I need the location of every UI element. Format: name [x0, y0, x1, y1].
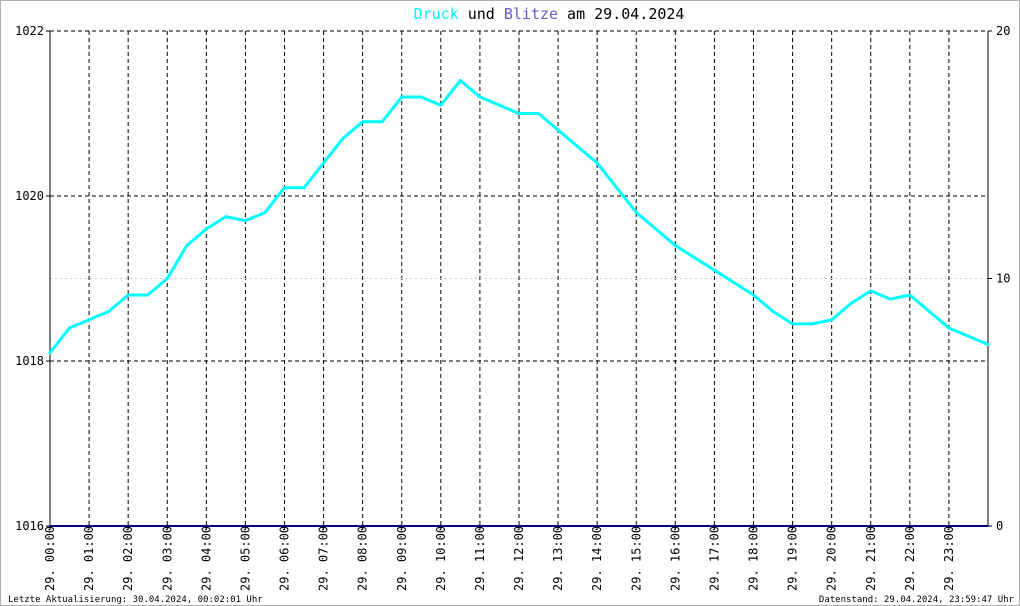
point-druck [810, 322, 814, 326]
chart-title: Druck und Blitze am 29.04.2024 [414, 5, 685, 23]
x-tick-label: 29. 18:00 [747, 526, 761, 591]
point-druck [830, 318, 834, 322]
point-druck [791, 322, 795, 326]
point-druck [283, 186, 286, 190]
x-tick-label: 29. 16:00 [668, 526, 682, 591]
x-tick-label: 29. 13:00 [551, 526, 565, 591]
point-druck [966, 334, 970, 338]
title-date: am 29.04.2024 [558, 5, 684, 23]
y-right-tick-label: 0 [996, 519, 1003, 533]
x-tick-label: 29. 21:00 [864, 526, 878, 591]
point-druck [48, 351, 52, 355]
point-druck [869, 289, 873, 293]
x-tick-label: 29. 00:00 [43, 526, 57, 591]
x-tick-label: 29. 08:00 [356, 526, 370, 591]
x-tick-label: 29. 22:00 [903, 526, 917, 591]
series-layer [48, 79, 990, 527]
x-tick-label: 29. 15:00 [629, 526, 643, 591]
y-left-tick-label: 1016 [15, 519, 44, 533]
point-druck [126, 293, 130, 297]
x-tick-label: 29. 10:00 [434, 526, 448, 591]
point-druck [693, 256, 697, 260]
point-druck [927, 310, 931, 313]
point-druck [107, 310, 111, 313]
point-druck [243, 219, 247, 223]
x-tick-label: 29. 05:00 [238, 526, 252, 591]
title-blitze: Blitze [504, 5, 558, 23]
point-druck [712, 268, 716, 272]
x-tick-label: 29. 20:00 [825, 526, 839, 591]
footer-last-update: Letzte Aktualisierung: 30.04.2024, 00:02… [8, 595, 263, 605]
title-druck: Druck [414, 5, 459, 23]
point-druck [771, 310, 775, 313]
point-druck [517, 112, 521, 115]
axes [46, 30, 992, 530]
point-druck [888, 297, 892, 301]
x-tick-label: 29. 12:00 [512, 526, 526, 591]
y-right-tick-label: 10 [996, 272, 1010, 286]
point-druck [556, 128, 560, 132]
point-druck [654, 227, 658, 231]
footer-data-status: Datenstand: 29.04.2024, 23:59:47 Uhr [819, 595, 1015, 605]
point-druck [419, 95, 423, 99]
y-right-tick-label: 20 [996, 24, 1010, 38]
point-druck [576, 145, 580, 148]
title-und: und [459, 5, 504, 23]
x-tick-label: 29. 09:00 [395, 526, 409, 591]
x-tick-label: 29. 07:00 [317, 526, 331, 591]
point-druck [146, 293, 150, 297]
point-druck [849, 301, 853, 305]
x-tick-label: 29. 19:00 [786, 526, 800, 591]
y-left-tick-label: 1022 [15, 24, 44, 38]
point-druck [497, 103, 501, 107]
point-druck [986, 343, 990, 346]
x-tick-label: 29. 04:00 [199, 526, 213, 591]
point-druck [400, 95, 404, 99]
point-druck [68, 326, 72, 330]
point-druck [302, 186, 306, 190]
point-druck [361, 120, 365, 124]
point-druck [732, 281, 736, 285]
point-druck [752, 293, 755, 297]
point-druck [322, 161, 326, 165]
point-druck [439, 103, 443, 107]
point-druck [947, 326, 951, 330]
point-druck [380, 120, 384, 124]
y-left-tick-label: 1020 [15, 189, 44, 203]
point-druck [165, 277, 169, 280]
point-druck [537, 112, 541, 115]
point-druck [595, 161, 599, 165]
point-druck [908, 293, 912, 297]
x-tick-label: 29. 03:00 [160, 526, 174, 591]
point-druck [224, 215, 228, 219]
point-druck [87, 318, 91, 322]
point-druck [673, 244, 677, 247]
point-druck [341, 136, 345, 140]
x-tick-label: 29. 01:00 [82, 526, 96, 591]
x-tick-label: 29. 06:00 [278, 526, 292, 591]
point-druck [615, 186, 619, 190]
y-left-tick-label: 1018 [15, 354, 44, 368]
point-druck [478, 95, 482, 99]
x-tick-label: 29. 14:00 [590, 526, 604, 591]
x-tick-label: 29. 02:00 [121, 526, 135, 591]
x-tick-label: 29. 17:00 [707, 526, 721, 591]
point-druck [263, 211, 267, 214]
point-druck [634, 211, 638, 214]
point-druck [185, 244, 189, 247]
x-tick-label: 29. 11:00 [473, 526, 487, 591]
grid-lines [50, 30, 988, 526]
x-tick-label: 29. 23:00 [942, 526, 956, 591]
point-druck [204, 227, 208, 231]
point-druck [458, 79, 462, 82]
